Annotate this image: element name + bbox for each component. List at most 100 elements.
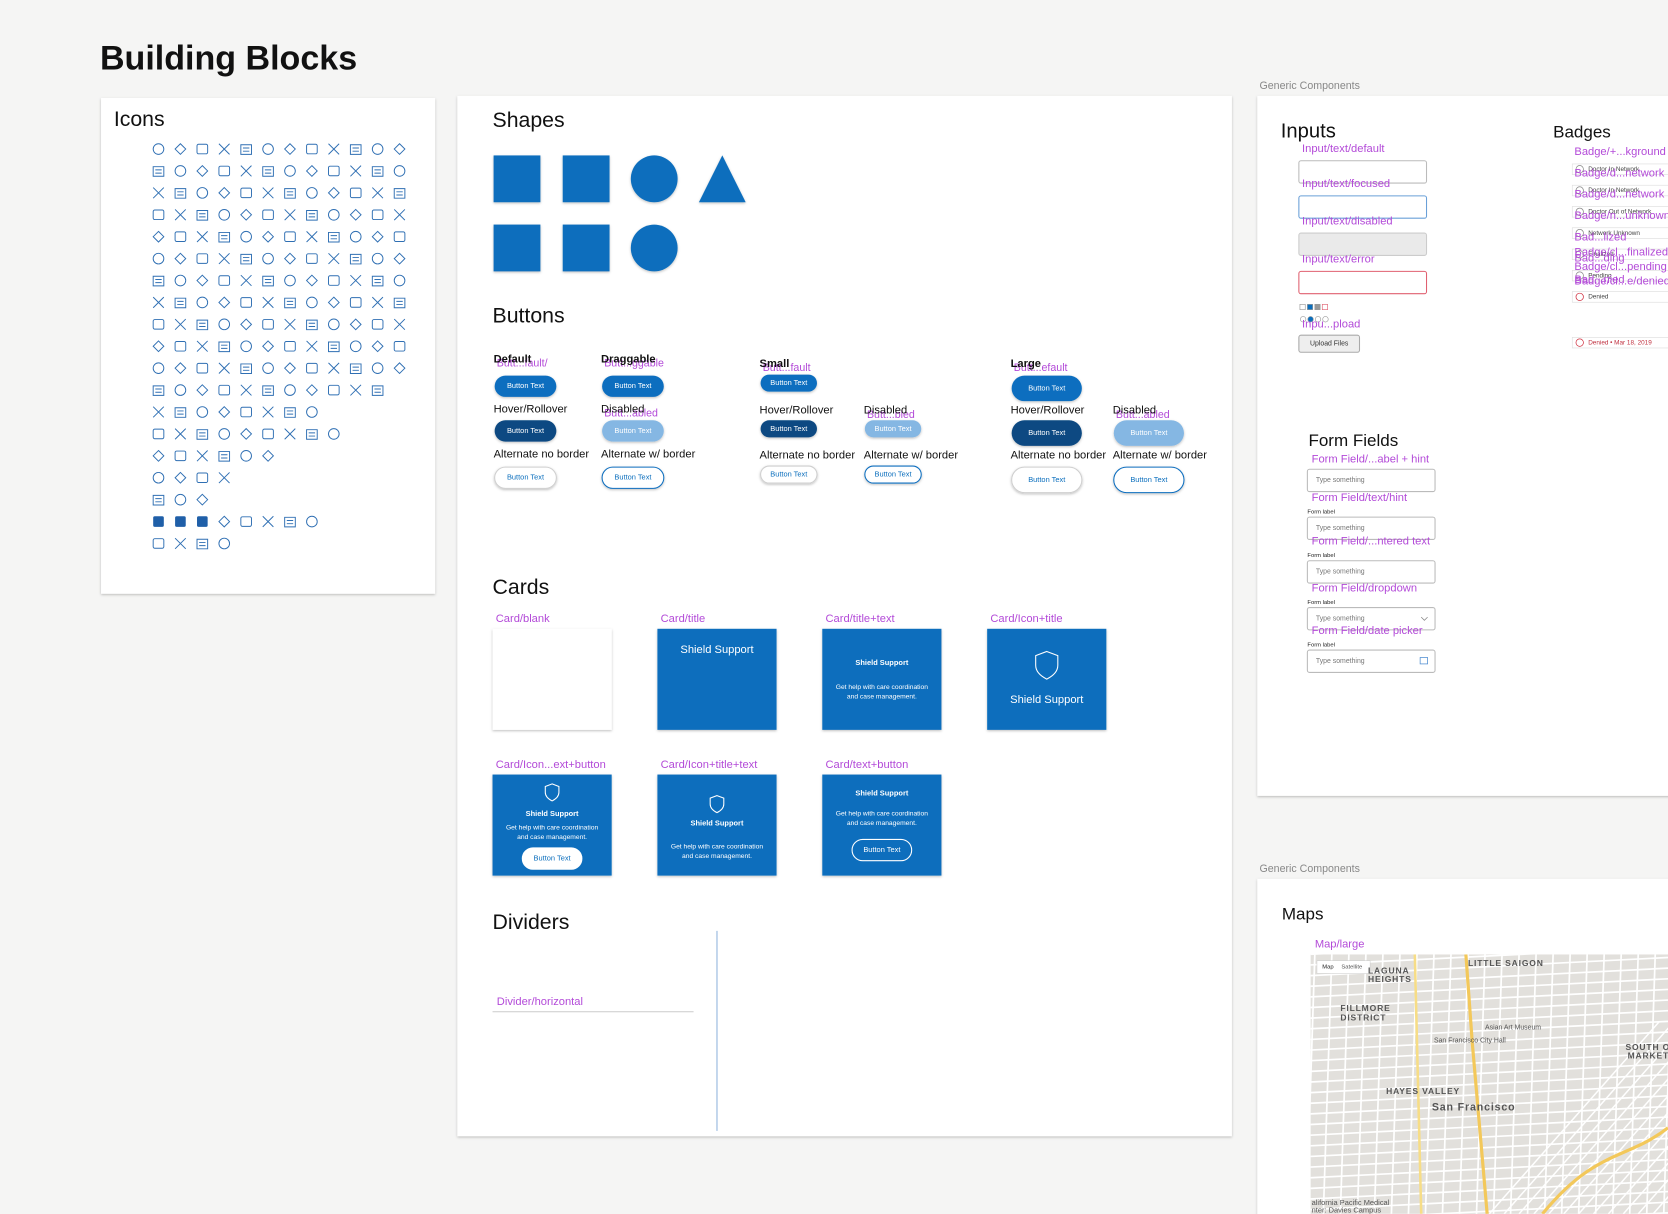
icon <box>393 341 406 352</box>
icon <box>240 384 252 396</box>
map-street <box>1637 1179 1668 1214</box>
map-street <box>1578 1111 1668 1214</box>
icon <box>306 429 318 440</box>
icon-glyph <box>196 538 209 550</box>
form-field <box>1306 606 1436 631</box>
icon <box>240 144 252 155</box>
icon <box>306 231 318 243</box>
form-label: Form label <box>1307 600 1335 606</box>
placeholder: Type something <box>1316 616 1365 623</box>
component-tag: Input/text/error <box>1302 254 1375 266</box>
panel-caption: Generic Components <box>1260 863 1360 875</box>
icon-glyph <box>284 231 296 242</box>
icon-glyph <box>284 274 296 287</box>
icon <box>196 384 209 397</box>
component-tag: Badge/+...kground <box>1574 146 1666 158</box>
icon-glyph <box>371 143 384 155</box>
map-street <box>1310 1180 1668 1200</box>
icon <box>284 516 296 528</box>
placeholder: Type something <box>1316 477 1365 484</box>
icon-glyph <box>371 275 384 287</box>
icon <box>218 186 231 199</box>
shape-circle <box>630 155 678 203</box>
icon <box>196 231 208 243</box>
badge-icon <box>1575 186 1584 195</box>
card-text: and case management. <box>847 694 917 701</box>
icon-glyph <box>306 296 318 309</box>
map-place: nter: Davies Campus <box>1312 1206 1382 1214</box>
icon <box>328 165 340 177</box>
icon-glyph <box>218 186 231 199</box>
icon <box>327 296 340 309</box>
icon <box>152 296 165 309</box>
icon-glyph <box>262 385 274 396</box>
icon <box>240 406 252 418</box>
icon <box>393 274 406 287</box>
icon <box>152 209 165 221</box>
component-tag: Butt...fault <box>763 362 811 374</box>
icon-glyph <box>196 429 209 440</box>
icon-glyph <box>196 493 209 506</box>
component-tag: Form Field/text/hint <box>1312 492 1408 504</box>
icon <box>196 340 208 352</box>
icon <box>262 428 274 440</box>
button <box>760 420 817 438</box>
icon-glyph <box>306 319 318 331</box>
icon <box>152 406 165 418</box>
component-tag: Card/blank <box>496 613 550 625</box>
map-street <box>1563 1094 1668 1214</box>
icon <box>174 341 187 352</box>
icon <box>328 208 340 221</box>
icon <box>152 319 165 330</box>
icon-glyph <box>218 472 230 484</box>
icon <box>174 297 187 309</box>
form-label: Form label <box>1307 509 1335 515</box>
icon <box>240 230 252 243</box>
component-tag: Butt...ggable <box>604 358 664 370</box>
icon-glyph <box>328 165 340 177</box>
button-text: Button Text <box>863 845 901 854</box>
icon <box>328 318 340 331</box>
map-street <box>1611 954 1623 1214</box>
component-tag: Input/text/default <box>1302 143 1385 155</box>
badge-icon <box>1575 165 1584 174</box>
icon-glyph <box>371 166 384 177</box>
button-label: Alternate w/ border <box>864 449 959 461</box>
icon <box>174 428 187 440</box>
icon-glyph <box>262 340 275 353</box>
icon-glyph <box>152 340 165 353</box>
component-tag: Bad...ding <box>1574 253 1624 265</box>
icon-glyph <box>349 340 362 353</box>
button <box>601 466 665 489</box>
icon <box>371 252 384 265</box>
map-place: San Francisco <box>1432 1101 1516 1113</box>
map-street <box>1356 954 1367 1214</box>
component-tag: Butt...abled <box>1116 409 1170 421</box>
badge-icon <box>1575 250 1584 259</box>
map-street <box>1548 1077 1668 1214</box>
icon <box>196 164 209 177</box>
radio <box>1300 316 1307 323</box>
component-tag: Card/title <box>661 613 706 625</box>
icon-glyph <box>371 385 384 396</box>
icon-glyph <box>349 144 362 155</box>
button <box>760 465 818 484</box>
icon-glyph <box>174 471 187 484</box>
icon-glyph <box>284 341 296 352</box>
card-title: Shield Support <box>680 644 754 656</box>
map-street <box>1310 1094 1668 1115</box>
card <box>657 774 777 876</box>
icon-glyph <box>262 515 274 528</box>
icon-glyph <box>218 143 230 155</box>
radio <box>1322 316 1329 323</box>
icon-glyph <box>306 429 318 440</box>
icon <box>306 319 318 331</box>
icon-glyph <box>371 296 384 309</box>
icon <box>305 384 318 397</box>
icon <box>328 275 340 286</box>
icon <box>218 143 230 155</box>
icon-glyph <box>371 319 384 330</box>
icon <box>349 144 362 155</box>
icon-glyph <box>174 428 187 440</box>
component-tag: Badge/cl...e/denied <box>1574 275 1668 287</box>
